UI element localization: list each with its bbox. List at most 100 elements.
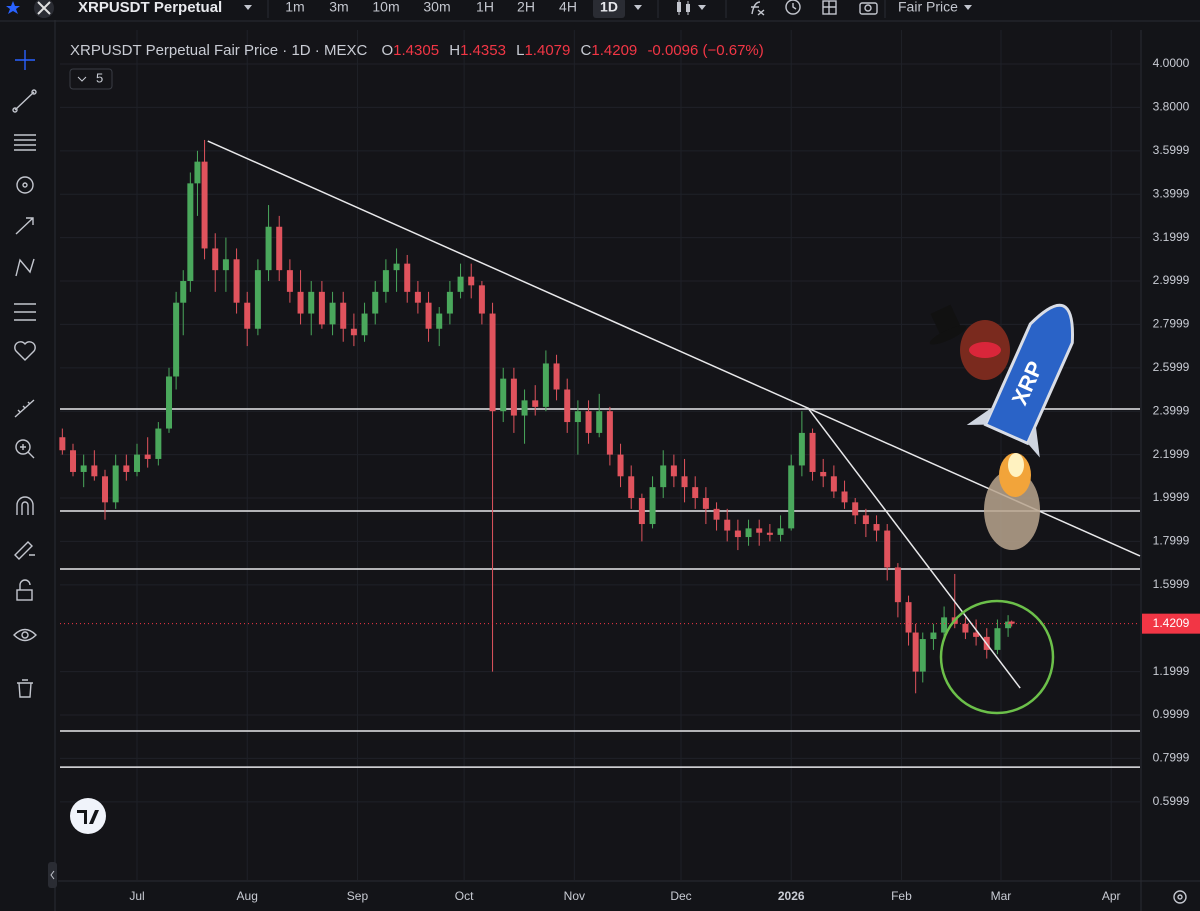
candle-body bbox=[123, 465, 130, 472]
candle-body bbox=[894, 567, 901, 603]
last-price-badge bbox=[1142, 613, 1200, 634]
candle-body bbox=[884, 530, 891, 568]
y-tick-label: 3.1999 bbox=[1153, 230, 1190, 244]
fib-tool[interactable] bbox=[14, 134, 36, 151]
candle-body bbox=[574, 411, 581, 423]
y-tick-label: 0.9999 bbox=[1153, 707, 1190, 721]
caret[interactable] bbox=[244, 5, 252, 10]
layouts-button[interactable] bbox=[822, 0, 837, 15]
zoom-tool[interactable] bbox=[15, 439, 35, 459]
alerts-button[interactable] bbox=[785, 0, 801, 15]
candle-body bbox=[318, 291, 325, 325]
indicators-button[interactable] bbox=[751, 1, 765, 16]
candle-body bbox=[187, 183, 194, 282]
y-tick-label: 3.8000 bbox=[1153, 100, 1190, 114]
indicator-count: 5 bbox=[96, 70, 103, 85]
measure-tool[interactable] bbox=[14, 303, 36, 321]
candle-body bbox=[1008, 621, 1015, 624]
interval-button[interactable]: 4H bbox=[559, 0, 577, 15]
settings-button[interactable] bbox=[1173, 890, 1187, 904]
y-tick-label: 4.0000 bbox=[1153, 56, 1190, 70]
trendline bbox=[207, 140, 1141, 557]
plot-area bbox=[58, 30, 1141, 881]
y-tick-label: 1.9999 bbox=[1153, 490, 1190, 504]
indicator-toggle[interactable] bbox=[69, 68, 113, 90]
candle-body bbox=[532, 400, 539, 407]
y-tick-label: 0.7999 bbox=[1153, 751, 1190, 765]
visibility-tool[interactable] bbox=[13, 628, 37, 642]
y-tick-label: 3.3999 bbox=[1153, 186, 1190, 200]
caret[interactable] bbox=[698, 5, 706, 10]
candle-body bbox=[521, 400, 528, 416]
path-tool[interactable] bbox=[15, 258, 35, 277]
remove-tool[interactable] bbox=[17, 679, 33, 698]
candle-body bbox=[404, 263, 411, 292]
candle-body bbox=[414, 291, 421, 303]
candle-body bbox=[930, 632, 937, 640]
candle-body bbox=[155, 428, 162, 459]
candle-body bbox=[173, 302, 180, 377]
candle-body bbox=[91, 465, 98, 477]
ruler-tool[interactable] bbox=[14, 399, 35, 418]
collapse-button[interactable] bbox=[48, 862, 57, 888]
legend-label: C bbox=[581, 42, 592, 59]
candle-body bbox=[912, 632, 919, 672]
interval-active-bg bbox=[593, 0, 625, 18]
favorites-tool[interactable] bbox=[14, 341, 36, 361]
candle-body bbox=[713, 508, 720, 520]
candle-body bbox=[102, 476, 109, 503]
candle-body bbox=[734, 530, 741, 538]
interval-button[interactable]: 2H bbox=[517, 0, 535, 15]
y-tick-label: 3.5999 bbox=[1153, 143, 1190, 157]
candle-body bbox=[244, 302, 251, 329]
candle-body bbox=[144, 454, 151, 459]
interval-button[interactable]: 10m bbox=[372, 0, 399, 15]
candle-body bbox=[841, 491, 848, 503]
tv-logo[interactable] bbox=[70, 798, 106, 834]
legend-change: -0.0096 (−0.67%) bbox=[647, 42, 763, 59]
candle-body bbox=[1005, 621, 1012, 629]
candle-body bbox=[194, 161, 201, 184]
left-toolbar bbox=[12, 50, 57, 888]
symbol-name[interactable]: XRPUSDT Perpetual bbox=[78, 0, 222, 16]
candle-body bbox=[585, 411, 592, 433]
pattern-tool[interactable] bbox=[16, 176, 34, 194]
candle-body bbox=[724, 519, 731, 531]
chart-type-button[interactable] bbox=[677, 0, 690, 15]
candle-body bbox=[233, 259, 240, 303]
x-tick-label: Oct bbox=[455, 889, 474, 903]
crosshair-tool[interactable] bbox=[15, 50, 35, 70]
caret[interactable] bbox=[634, 5, 642, 10]
price-type[interactable]: Fair Price bbox=[898, 0, 958, 15]
lock-tool[interactable] bbox=[16, 579, 33, 601]
candle-body bbox=[777, 528, 784, 535]
interval-button[interactable]: 30m bbox=[423, 0, 450, 15]
candle-body bbox=[638, 497, 645, 525]
favorite-icon[interactable] bbox=[6, 1, 20, 14]
magnet-tool[interactable] bbox=[16, 496, 34, 515]
candle-body bbox=[660, 465, 667, 488]
candle-body bbox=[649, 487, 656, 525]
legend-value: 1.4305 bbox=[393, 42, 439, 59]
trendline-tool[interactable] bbox=[12, 89, 37, 113]
interval-button[interactable]: 1m bbox=[285, 0, 304, 15]
x-tick-label: Mar bbox=[991, 889, 1012, 903]
snapshot-button[interactable] bbox=[859, 2, 878, 15]
candle-body bbox=[692, 487, 699, 498]
interval-button[interactable]: 3m bbox=[329, 0, 348, 15]
interval-button[interactable]: 1D bbox=[600, 0, 618, 15]
candle-body bbox=[308, 291, 315, 314]
x-tick-label: Apr bbox=[1102, 889, 1121, 903]
candle-body bbox=[905, 602, 912, 633]
candle-body bbox=[297, 291, 304, 314]
candle-body bbox=[606, 411, 613, 455]
candle-body bbox=[59, 437, 66, 451]
interval-group: 1m 3m 10m 30m 1H 2H 4H 1D bbox=[285, 0, 625, 18]
x-tick-label: Dec bbox=[670, 889, 691, 903]
candle-body bbox=[500, 378, 507, 412]
arrow-tool[interactable] bbox=[15, 217, 34, 235]
caret[interactable] bbox=[964, 5, 972, 10]
y-tick-label: 1.7999 bbox=[1153, 534, 1190, 548]
lock-drawing-tool[interactable] bbox=[14, 541, 35, 560]
interval-button[interactable]: 1H bbox=[476, 0, 494, 15]
